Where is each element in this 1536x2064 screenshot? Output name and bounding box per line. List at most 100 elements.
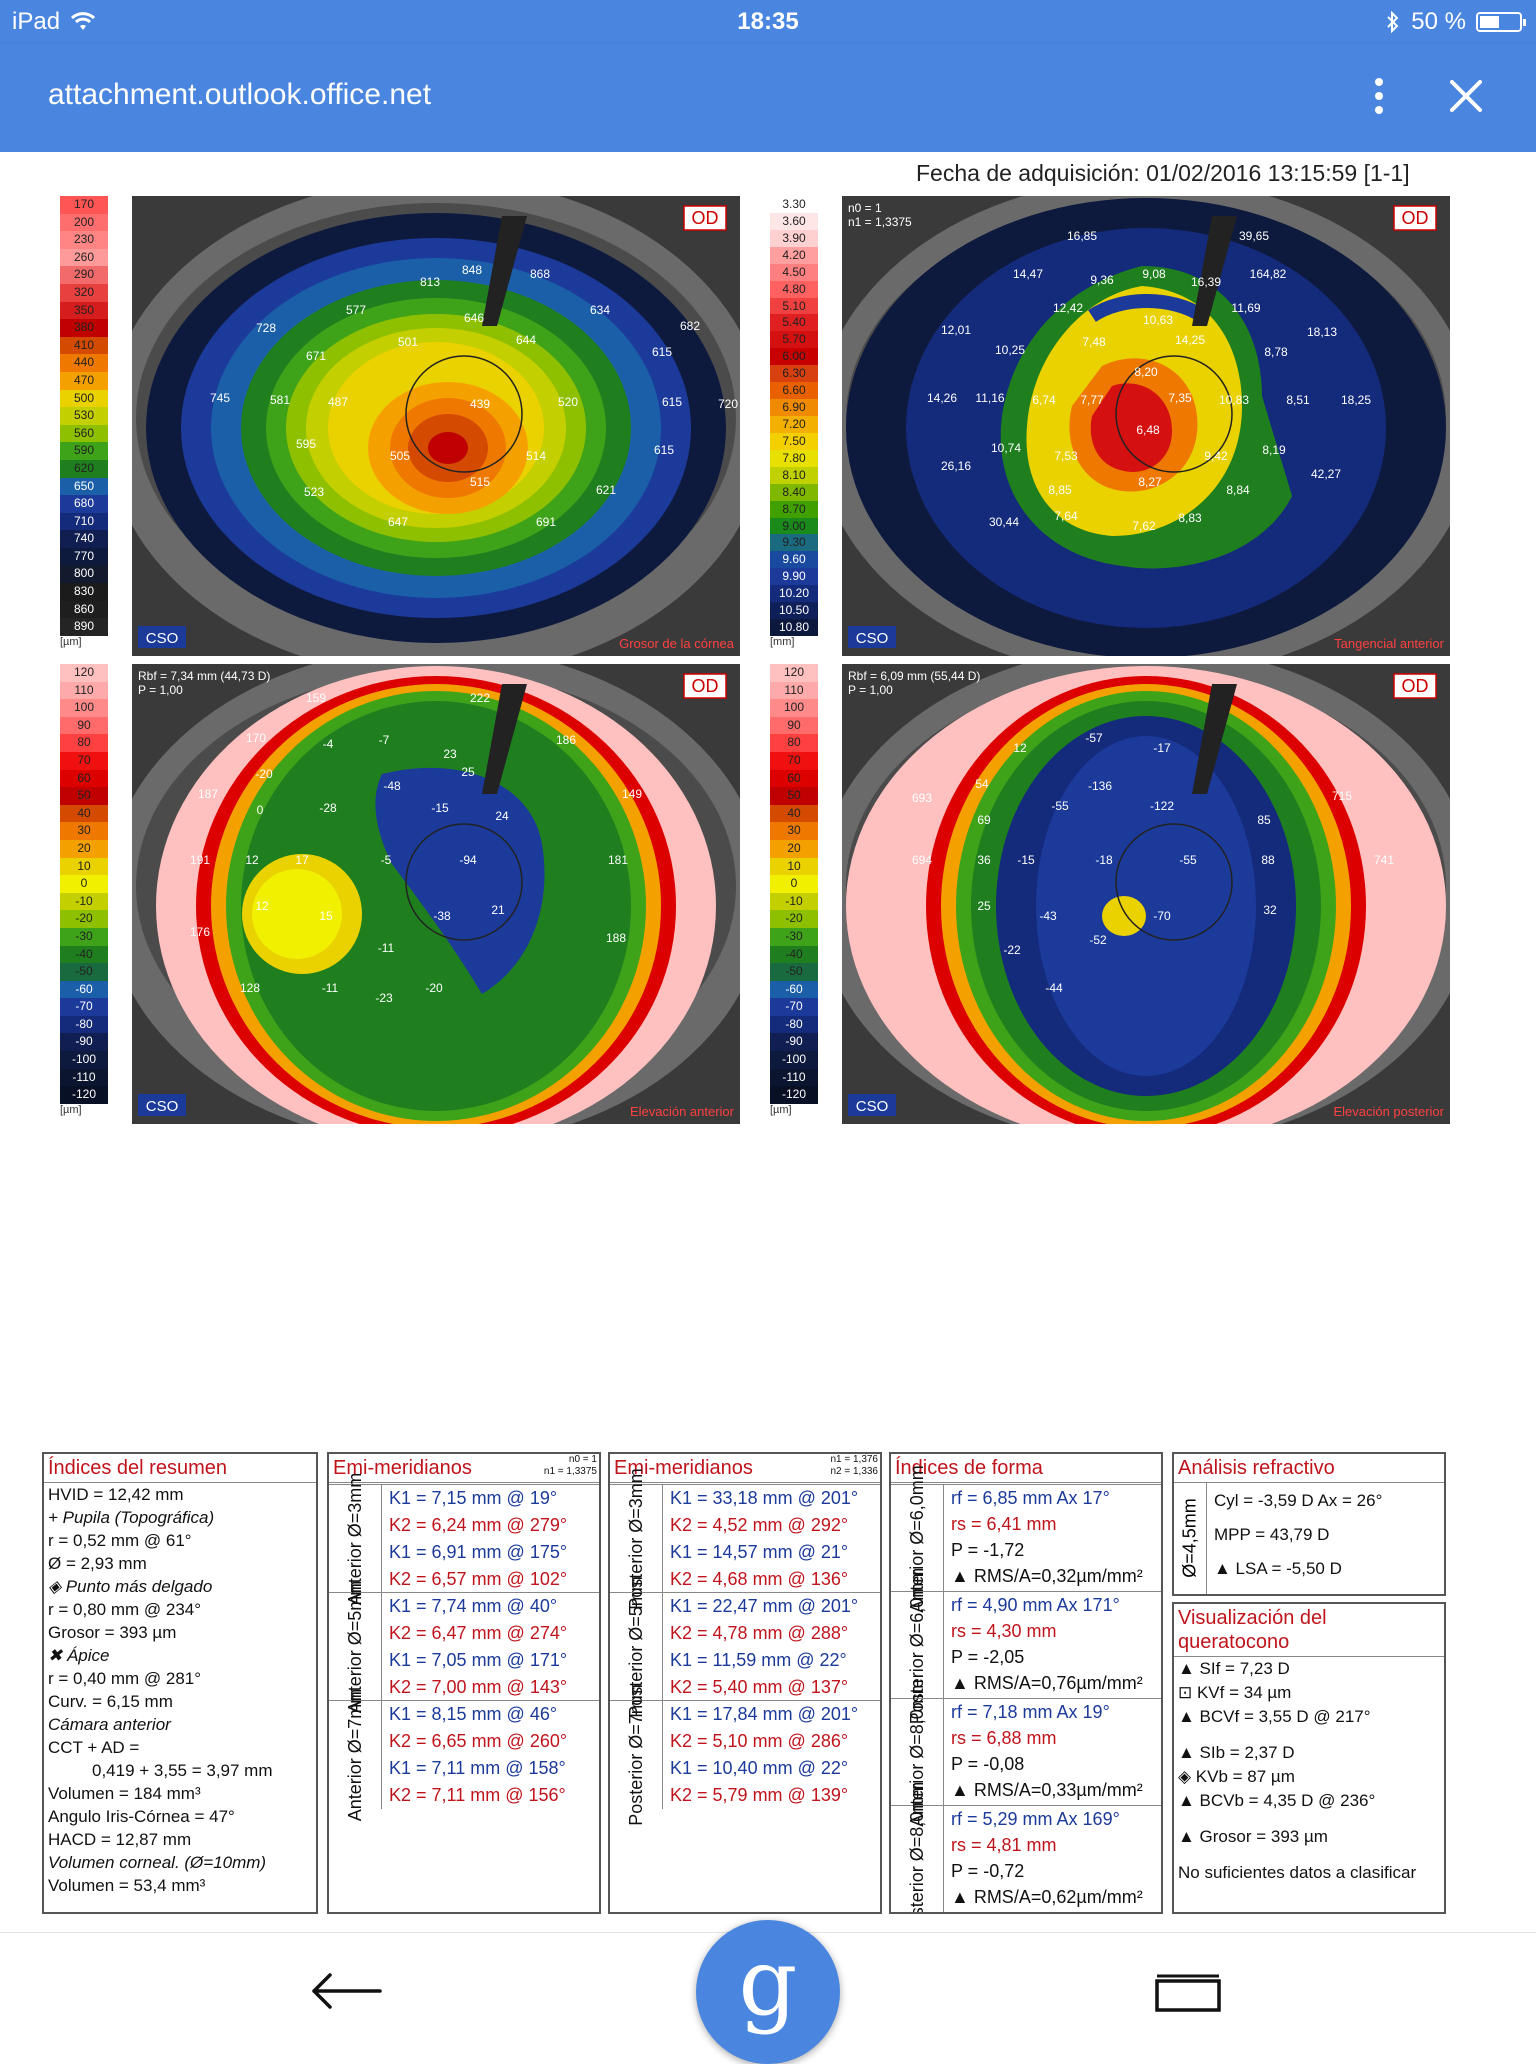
- summary-box: Índices del resumen HVID = 12,42 mm + Pup…: [42, 1452, 318, 1914]
- document-view[interactable]: Fecha de adquisición: 01/02/2016 13:15:5…: [0, 152, 1536, 1932]
- map-value-label: 514: [526, 449, 546, 463]
- map-value-label: 644: [516, 333, 536, 347]
- map-value-label: -20: [255, 767, 273, 781]
- wifi-icon: [71, 12, 96, 30]
- row-label: Posterior Ø=5mm: [610, 1576, 663, 1718]
- shape-value: ▲ RMS/A=0,33µm/mm²: [951, 1780, 1143, 1800]
- emi-posterior-n1: n1 = 1,376: [830, 1454, 878, 1465]
- emi-posterior-title: Emi-meridianos n1 = 1,376 n2 = 1,336: [610, 1454, 880, 1483]
- map-value-label: -15: [1017, 853, 1035, 867]
- meridian-value: K1 = 6,91 mm @ 175°: [389, 1542, 568, 1562]
- shape-value: rf = 6,85 mm Ax 17°: [951, 1488, 1110, 1508]
- close-icon[interactable]: [1442, 72, 1490, 120]
- map-value-label: 7,64: [1054, 509, 1078, 523]
- map-value-label: 6,48: [1136, 423, 1160, 437]
- color-scale: 3.30 3.60 3.90 4.20 4.50 4.80 5.10 5.40 5.70 6.00…: [770, 196, 818, 648]
- scale-value: 100: [770, 699, 818, 717]
- row-label: Anterior Ø=6,0mm: [891, 1465, 944, 1612]
- summary-line: Grosor = 393 µm: [48, 1623, 177, 1642]
- row-values: rf = 4,90 mm Ax 171° rs = 4,30 mm P = -2,0…: [947, 1592, 1159, 1696]
- map-value-label: 149: [622, 787, 642, 801]
- map-value-label: 8,83: [1178, 511, 1202, 525]
- scale-unit: [µm]: [60, 635, 82, 648]
- summary-line: r = 0,80 mm @ 234°: [48, 1600, 202, 1619]
- shape-value: ▲ RMS/A=0,76µm/mm²: [951, 1673, 1143, 1693]
- map-value-label: 10,63: [1143, 313, 1173, 327]
- scale-value: 50: [60, 787, 108, 805]
- google-button[interactable]: g: [696, 1920, 840, 2064]
- map-value-label: 745: [210, 391, 230, 405]
- row-values: K1 = 33,18 mm @ 201° K2 = 4,52 mm @ 292° K…: [666, 1485, 878, 1593]
- scale-value: 320: [60, 283, 108, 302]
- scale-value: -110: [60, 1068, 108, 1087]
- scale-value: 9.90: [770, 568, 818, 586]
- scale-value: 6.00: [770, 348, 818, 366]
- shape-value: rf = 4,90 mm Ax 171°: [951, 1595, 1120, 1615]
- scale-unit: [mm]: [770, 635, 795, 648]
- scale-value: 70: [60, 751, 108, 770]
- map-value-label: 671: [306, 349, 326, 363]
- meridian-value: K1 = 17,84 mm @ 201°: [670, 1704, 859, 1724]
- row-values: K1 = 17,84 mm @ 201° K2 = 5,10 mm @ 286° K…: [666, 1701, 878, 1809]
- refractive-title: Análisis refractivo: [1174, 1454, 1444, 1483]
- shape-value: P = -1,72: [951, 1540, 1025, 1560]
- corneal-map-anterior-elevation: 159 222 170 -4 -7 23 186 -20 -48 25 187 0 -28 -15 149 2…: [132, 664, 740, 1124]
- emi-row: Posterior Ø=7mm K1 = 17,84 mm @ 201° K2 = …: [610, 1684, 880, 1826]
- meridian-value: K1 = 8,15 mm @ 46°: [389, 1704, 558, 1724]
- scale-value: -50: [60, 963, 108, 981]
- map-value-label: -136: [1088, 779, 1112, 793]
- map-value-label: 25: [461, 765, 475, 779]
- map-value-label: 21: [491, 903, 505, 917]
- refractive-label: Ø=4,5mm: [1179, 1498, 1200, 1578]
- map-value-label: 682: [680, 319, 700, 333]
- summary-line: Ø = 2,93 mm: [48, 1554, 147, 1573]
- map-panel-tangential: 3.30 3.60 3.90 4.20 4.50 4.80 5.10 5.40 5.70 6.00…: [770, 196, 1470, 656]
- shape-row: Posterior Ø=6,0mm rf = 4,90 mm Ax 171° rs …: [891, 1567, 1161, 1724]
- scale-value: 6.90: [770, 399, 818, 416]
- scale-value: 100: [60, 699, 108, 717]
- back-arrow-icon[interactable]: [310, 1971, 382, 2011]
- summary-line: r = 0,52 mm @ 61°: [48, 1531, 192, 1550]
- cso-logo: CSO: [146, 630, 179, 647]
- map-value-label: 501: [398, 335, 418, 349]
- map-value-label: 577: [346, 303, 366, 317]
- scale-value: 20: [770, 839, 818, 858]
- map-caption: Tangencial anterior: [1334, 636, 1445, 651]
- scale-value: 500: [60, 389, 108, 408]
- scale-value: -10: [60, 892, 108, 911]
- scale-value: -80: [60, 1015, 108, 1034]
- summary-line: Curv. = 6,15 mm: [48, 1692, 173, 1711]
- map-value-label: 615: [654, 443, 674, 457]
- map-value-label: -23: [375, 991, 393, 1005]
- tabs-icon[interactable]: [1154, 1973, 1222, 2013]
- map-value-label: 7,77: [1080, 393, 1104, 407]
- reference-circle: [1115, 823, 1233, 941]
- eye-badge-frame: [683, 205, 727, 231]
- map-value-label: 176: [190, 925, 210, 939]
- scale-value: 860: [60, 600, 108, 619]
- summary-line: Cámara anterior: [48, 1715, 171, 1734]
- map-value-label: 8,19: [1262, 443, 1286, 457]
- keratoconus-lines: ▲ SIf = 7,23 D ⊡ KVf = 34 µm ▲ BCVf = 3,55…: [1174, 1657, 1444, 1885]
- meridian-value: K2 = 4,78 mm @ 288°: [670, 1623, 849, 1643]
- refractive-value: MPP = 43,79 D: [1214, 1525, 1330, 1544]
- shape-value: ▲ RMS/A=0,62µm/mm²: [951, 1887, 1143, 1907]
- map-header: n0 = 1: [848, 201, 882, 215]
- map-header: P = 1,00: [848, 683, 893, 697]
- row-values: K1 = 7,74 mm @ 40° K2 = 6,47 mm @ 274° K1 …: [385, 1593, 597, 1701]
- meridian-value: K2 = 4,68 mm @ 136°: [670, 1569, 849, 1589]
- corneal-map-tangential: 16,85 39,65 14,47 9,36 9,08 16,39 164,82 12,42 1…: [842, 196, 1450, 656]
- scale-value: 7.80: [770, 449, 818, 467]
- eyelash-shadow: [1192, 216, 1237, 326]
- map-value-label: 487: [328, 395, 348, 409]
- scale-value: 10.20: [770, 585, 818, 603]
- shape-title: Índices de forma: [891, 1454, 1161, 1483]
- map-zone: [1090, 383, 1172, 472]
- row-label: Posterior Ø=7mm: [610, 1684, 663, 1826]
- corneal-map-posterior-elevation: -57 12 -17 54 -136 693 -55 -122 715 69 85 694 36 -15 -…: [842, 664, 1450, 1124]
- map-value-label: 520: [558, 395, 578, 409]
- meridian-value: K2 = 6,65 mm @ 260°: [389, 1731, 568, 1751]
- scale-value: 60: [770, 769, 818, 788]
- more-vert-icon[interactable]: [1364, 74, 1394, 120]
- map-value-label: 7,62: [1132, 519, 1156, 533]
